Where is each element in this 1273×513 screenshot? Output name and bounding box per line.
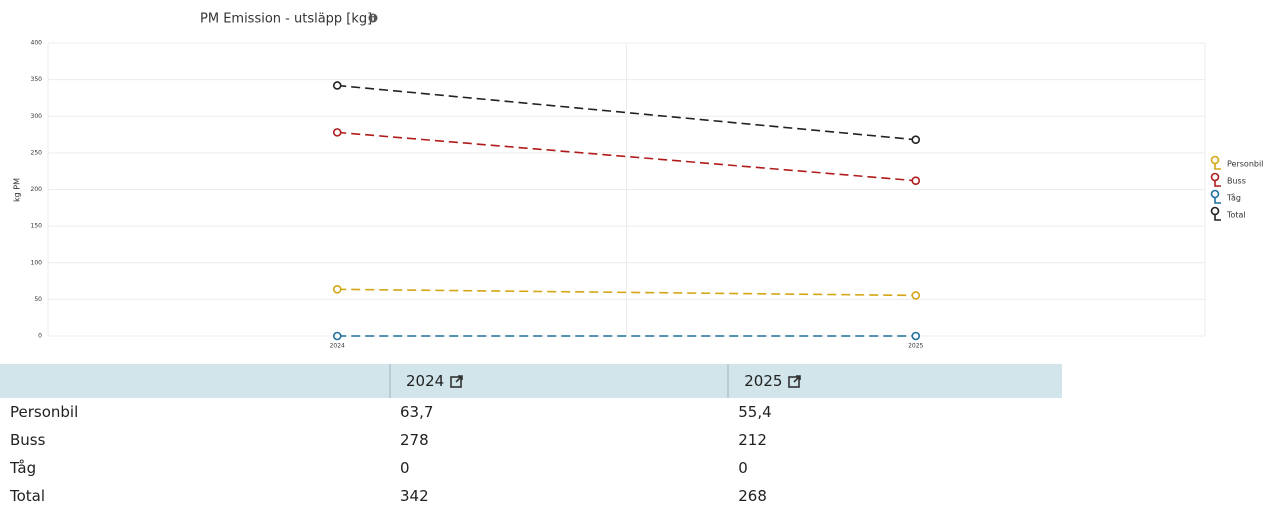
legend-label: Tåg <box>1226 193 1241 203</box>
legend-item[interactable]: Tåg <box>1210 189 1241 204</box>
legend-item[interactable]: Personbil <box>1210 155 1264 170</box>
point <box>911 135 921 144</box>
legend-item[interactable]: Buss <box>1210 172 1246 187</box>
y-tick-label: 200 <box>31 186 43 193</box>
y-tick-label: 350 <box>31 76 43 83</box>
header-text: 2025 <box>744 372 783 390</box>
legend-symbol <box>1214 180 1221 187</box>
chart-title: PM Emission - utsläpp [kg] <box>200 12 372 27</box>
table-row: Buss 278 212 <box>0 426 1062 454</box>
point <box>332 128 342 137</box>
y-tick-label: 50 <box>34 296 42 303</box>
table-cell: 63,7 <box>400 403 434 421</box>
legend-symbol <box>1210 206 1220 216</box>
chart: PM Emission - utsläpp [kg] kg PM 0 50 100 1… <box>13 12 1264 350</box>
table-cell: Tåg <box>10 459 37 477</box>
header-cell[interactable]: 2025 <box>727 364 1062 398</box>
table-cell: 278 <box>400 431 429 449</box>
point <box>332 331 342 341</box>
table-cell: Buss <box>10 431 46 449</box>
table-cell: 0 <box>738 459 748 477</box>
table-row: Total 342 268 <box>0 482 1062 510</box>
table-cell: 268 <box>738 487 767 505</box>
table-cell: 342 <box>400 487 429 505</box>
point <box>911 176 921 186</box>
legend-symbol <box>1210 172 1220 182</box>
point <box>332 285 342 294</box>
series-line <box>337 131 916 182</box>
external-link-icon[interactable] <box>450 375 463 388</box>
header-cell <box>0 364 390 398</box>
legend-label: Total <box>1226 211 1246 220</box>
table-cell: 55,4 <box>738 403 772 421</box>
point <box>332 81 342 90</box>
table-row: Personbil 63,7 55,4 <box>0 398 1062 426</box>
y-tick-label: 0 <box>38 333 42 340</box>
header-text: 2024 <box>406 372 445 390</box>
legend-symbol <box>1214 214 1221 221</box>
table-cell: Personbil <box>10 403 79 421</box>
legend-item[interactable]: Total <box>1210 206 1246 221</box>
point <box>911 331 921 341</box>
table-cell: 0 <box>400 459 410 477</box>
table-cell: Total <box>10 487 46 505</box>
table-cell: 212 <box>738 431 767 449</box>
legend-symbol <box>1214 163 1221 170</box>
x-tick-label: 2024 <box>330 343 345 350</box>
series-line <box>337 288 916 297</box>
info-icon <box>368 13 378 23</box>
legend-symbol <box>1214 197 1221 204</box>
table-row: Tåg 0 0 <box>0 454 1062 482</box>
data-table: 2024 2025 Personbil 63,7 55,4 Buss 278 212 Tåg… <box>0 364 1062 510</box>
y-tick-label: 250 <box>31 149 43 156</box>
legend-symbol <box>1210 189 1220 199</box>
legend-label: Personbil <box>1227 160 1263 169</box>
header-cell[interactable]: 2024 <box>388 364 729 398</box>
y-axis-label: kg PM <box>13 178 22 202</box>
y-tick-label: 300 <box>31 113 43 120</box>
y-tick-label: 100 <box>31 259 43 266</box>
point <box>911 291 921 300</box>
y-tick-label: 150 <box>31 223 43 230</box>
series-line <box>337 84 916 141</box>
legend-symbol <box>1210 155 1220 165</box>
y-tick-label: 400 <box>31 40 43 47</box>
table-header: 2024 2025 <box>0 364 1062 398</box>
x-tick-label: 2025 <box>908 343 923 350</box>
legend-label: Buss <box>1227 177 1246 186</box>
external-link-icon[interactable] <box>788 375 802 388</box>
